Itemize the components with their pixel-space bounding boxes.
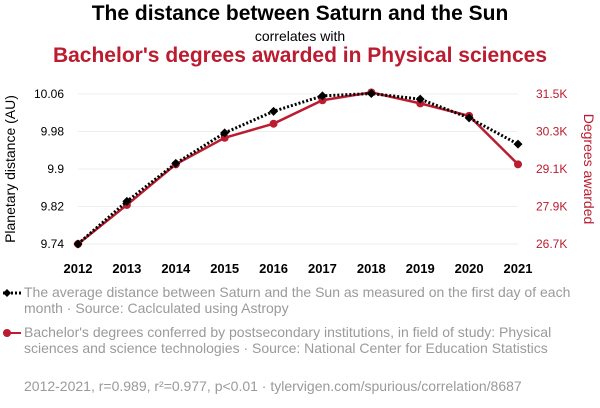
x-tick-label: 2013 bbox=[112, 261, 141, 276]
series-saturn-point bbox=[122, 196, 132, 206]
series-saturn-point bbox=[269, 106, 279, 116]
legend-entry-saturn: The average distance between Saturn and … bbox=[0, 284, 600, 318]
y-tick-label: 9.9 bbox=[47, 162, 64, 176]
y-tick-label: 9.82 bbox=[41, 200, 65, 214]
series-saturn-point bbox=[415, 94, 425, 104]
series-degrees-point bbox=[269, 119, 278, 128]
chart-subtitle: Bachelor's degrees awarded in Physical s… bbox=[52, 44, 548, 67]
x-tick-label: 2020 bbox=[455, 261, 484, 276]
legend-entry-degrees: Bachelor's degrees conferred by postseco… bbox=[0, 324, 600, 374]
chart-connector: correlates with bbox=[254, 28, 346, 44]
series-saturn-point bbox=[171, 158, 181, 168]
series-saturn-point bbox=[513, 139, 523, 149]
legend-circle-icon bbox=[3, 329, 21, 337]
legend-text-saturn: The average distance between Saturn and … bbox=[24, 284, 571, 316]
legend-diamond-icon bbox=[3, 289, 21, 297]
y-tick-label: 9.98 bbox=[41, 125, 65, 139]
line-chart: 9.74 9.82 9.9 9.98 10.06 26.7K 27.9K 29.1K 30.3K… bbox=[2, 87, 597, 276]
stats-footer: 2012-2021, r=0.989, r²=0.977, p<0.01 · t… bbox=[24, 378, 522, 394]
series-saturn-point bbox=[220, 128, 230, 138]
y-tick-label: 9.74 bbox=[41, 237, 65, 251]
chart-title: The distance between Saturn and the Sun bbox=[91, 2, 509, 25]
x-tick-label: 2016 bbox=[259, 261, 288, 276]
x-tick-label: 2019 bbox=[406, 261, 435, 276]
x-tick-label: 2017 bbox=[308, 261, 337, 276]
series-saturn-point bbox=[464, 113, 474, 123]
series-saturn-point bbox=[366, 89, 376, 99]
y-right-tick-label: 27.9K bbox=[536, 200, 567, 214]
y-right-axis-title: Degrees awarded bbox=[581, 114, 597, 225]
series-saturn-point bbox=[73, 239, 83, 249]
legend-text-degrees: Bachelor's degrees conferred by postseco… bbox=[24, 324, 552, 356]
x-tick-label: 2012 bbox=[64, 261, 93, 276]
y-right-tick-label: 29.1K bbox=[536, 162, 567, 176]
x-tick-label: 2018 bbox=[357, 261, 386, 276]
x-tick-label: 2014 bbox=[161, 261, 191, 276]
y-axis-title: Planetary distance (AU) bbox=[2, 95, 18, 243]
series-saturn-point bbox=[317, 91, 327, 101]
series-saturn-line bbox=[77, 92, 519, 246]
x-tick-label: 2021 bbox=[504, 261, 533, 276]
x-tick-label: 2015 bbox=[210, 261, 239, 276]
series-degrees-line bbox=[77, 91, 519, 245]
y-right-tick-label: 30.3K bbox=[536, 125, 567, 139]
y-tick-label: 10.06 bbox=[34, 87, 64, 101]
y-right-tick-label: 31.5K bbox=[536, 87, 567, 101]
series-degrees-point bbox=[514, 160, 522, 169]
y-right-tick-label: 26.7K bbox=[536, 237, 567, 251]
